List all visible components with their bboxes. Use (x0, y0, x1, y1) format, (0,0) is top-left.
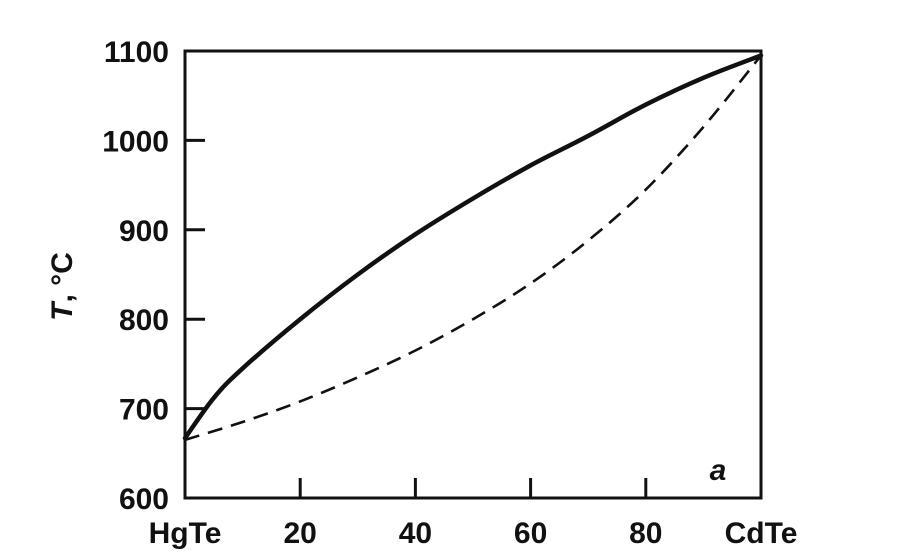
y-tick-label: 700 (119, 394, 169, 427)
plot-area (183, 49, 763, 500)
x-tick-label: 40 (399, 517, 432, 550)
y-axis-label-unit: , °C (46, 252, 79, 302)
x-tick-label: 20 (284, 517, 317, 550)
x-tick-label: 80 (629, 517, 662, 550)
y-tick-label: 800 (119, 304, 169, 337)
y-tick-label: 1100 (104, 36, 169, 69)
y-tick-label: 900 (119, 215, 169, 248)
liquidus-solid-curve (182, 53, 764, 441)
x-tick-label: 60 (514, 517, 547, 550)
x-tick-label: CdTe (725, 517, 798, 550)
x-tick-label: HgTe (149, 517, 222, 550)
plot-frame (183, 49, 763, 500)
y-tick-label: 600 (119, 483, 169, 516)
solidus-dashed-curve (184, 54, 763, 442)
y-axis-label: T, °C (46, 252, 79, 321)
panel-annotation: a (710, 454, 727, 487)
y-axis-label-symbol: T (46, 300, 79, 321)
series-layer (182, 53, 764, 442)
ticks-layer: 600 700 800 900 1000 1100 HgTe 20 40 60 80 CdTe (102, 36, 797, 550)
y-tick-label: 1000 (102, 125, 169, 158)
